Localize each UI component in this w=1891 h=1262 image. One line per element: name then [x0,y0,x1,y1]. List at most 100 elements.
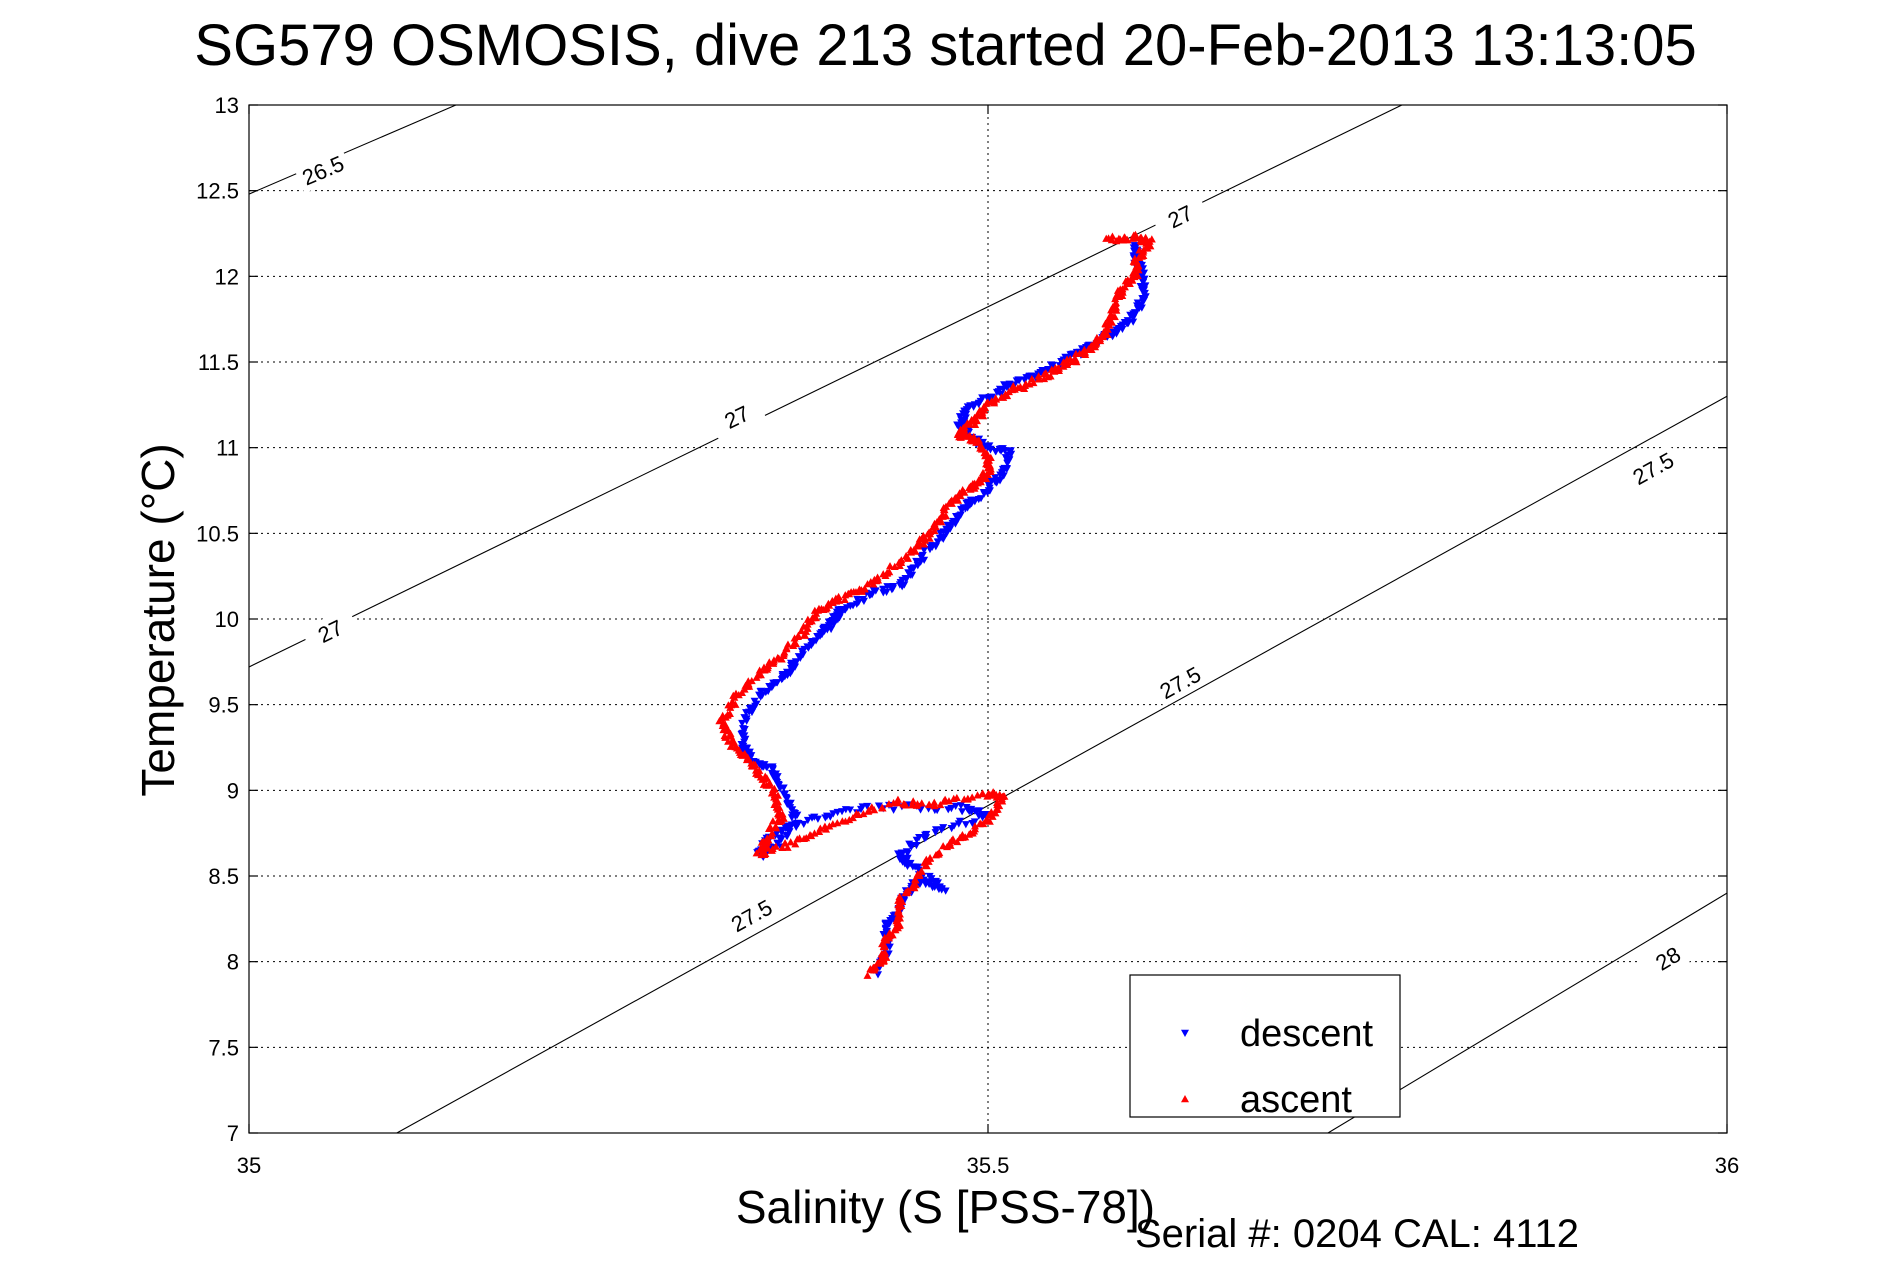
descent-point [783,799,792,807]
ascent-point [786,838,795,846]
legend-label-descent: descent [1240,1013,1374,1055]
ascent-point [935,515,944,523]
ascent-point [791,840,800,848]
ascent-point [783,640,792,648]
descent-point [1015,377,1024,385]
ascent-point [913,870,922,878]
contour-label-bg [1623,443,1683,494]
descent-point [915,833,924,842]
ascent-point [1120,283,1129,291]
y-tick-label: 10 [215,607,239,632]
ascent-point [896,895,905,903]
descent-point [899,856,908,865]
ascent-point [980,448,989,457]
descent-point [764,687,773,696]
descent-point [812,637,821,645]
ascent-point [979,819,988,828]
ascent-point [939,797,948,805]
ascent-point [960,795,969,803]
descent-point [1002,465,1011,473]
x-tick-label: 35.5 [967,1153,1010,1178]
descent-point [768,764,777,773]
descent-point [943,521,952,529]
ascent-point [902,551,911,560]
descent-point [929,542,938,550]
ascent-point [971,414,980,422]
ascent-point [935,848,944,856]
descent-point [969,403,978,411]
descent-point [791,659,800,667]
descent-point [1137,304,1146,312]
descent-point [889,583,898,591]
ascent-point [878,939,887,948]
y-tick-label: 13 [215,93,239,118]
ascent-point [833,819,842,827]
ascent-point [885,929,894,937]
ascent-point [864,806,873,814]
ascent-point [1070,355,1079,363]
y-tick-label: 7 [227,1121,239,1146]
ascent-point [889,799,898,807]
ascent-point [724,737,733,745]
x-axis-label: Salinity (S [PSS-78]) [735,1181,1156,1233]
descent-point [782,668,791,676]
descent-point [932,826,941,834]
descent-point [999,472,1008,480]
x-tick-label: 35 [237,1153,261,1178]
ascent-point [948,835,957,843]
descent-point [958,808,967,816]
descent-point [995,445,1004,454]
descent-point [868,591,877,599]
density-contour-27.5 [396,395,1727,1133]
descent-point [781,790,790,798]
ascent-point [885,568,894,576]
ascent-point [860,584,869,592]
descent-point [991,448,1000,456]
descent-point [978,394,987,402]
ascent-point [1139,248,1148,256]
ascent-point [753,768,762,776]
descent-point [1118,321,1127,329]
ascent-point [834,592,843,601]
ascent-point [799,622,808,630]
ascent-point [747,676,756,685]
ascent-point [1034,372,1043,380]
ascent-point [774,809,783,818]
y-tick-label: 7.5 [208,1035,239,1060]
descent-point [961,821,970,829]
ascent-point [992,395,1001,403]
descent-point [856,805,865,814]
y-tick-label: 8.5 [208,864,239,889]
descent-point [922,830,931,839]
descent-point [931,829,940,837]
ascent-point [803,624,812,632]
ascent-point [954,429,963,437]
ascent-point [778,843,787,851]
descent-point [788,806,797,814]
descent-point [772,777,781,786]
descent-point [871,587,880,595]
data-points [715,230,1156,979]
ascent-point [989,788,998,796]
contour-label-bg [1150,192,1210,241]
ascent-point [728,697,737,705]
ascent-point [973,791,982,799]
descent-point [791,820,800,828]
descent-point [776,834,785,842]
descent-point [941,887,950,895]
descent-point [959,504,968,512]
descent-point [799,820,808,829]
ascent-point [1091,340,1100,348]
ascent-point [1106,310,1115,319]
descent-point [1133,302,1142,310]
ascent-point [941,512,950,520]
descent-point [983,444,992,452]
descent-point [1048,361,1057,369]
descent-point [939,824,948,832]
y-tick-label: 12 [215,264,239,289]
descent-point [1124,319,1133,327]
ascent-point [765,779,774,787]
ascent-point [878,804,887,812]
descent-point [889,806,898,814]
descent-point [858,596,867,604]
